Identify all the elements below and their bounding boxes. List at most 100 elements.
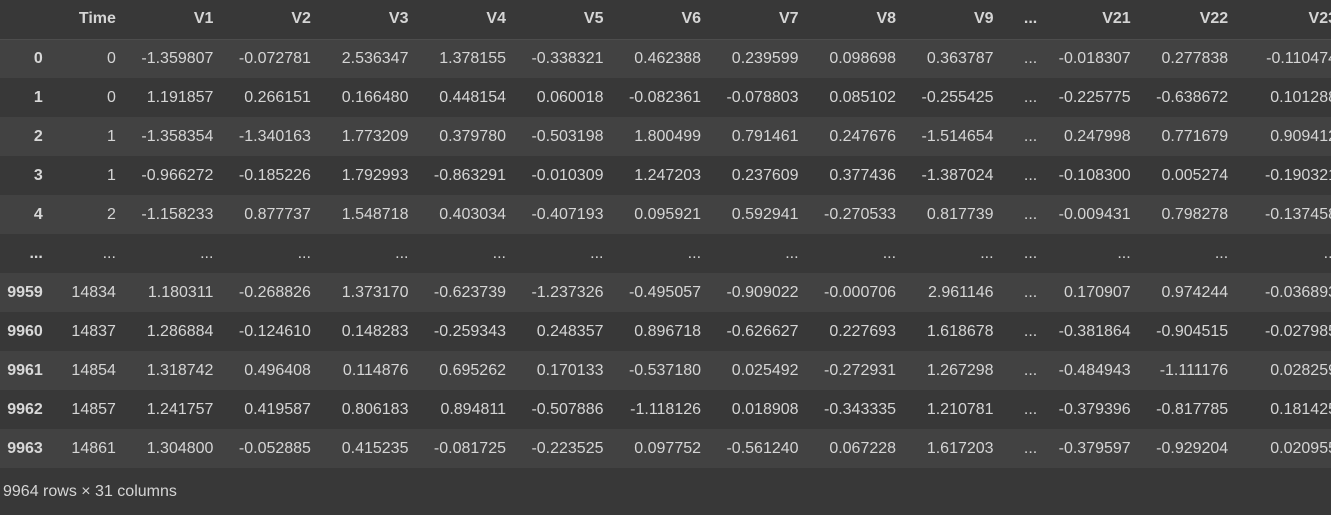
table-row: 9961 14854 1.318742 0.496408 0.114876 0.69526…	[0, 351, 1331, 390]
table-cell: 0.085102	[829, 88, 897, 106]
table-cell: 0.181425	[1270, 400, 1331, 418]
table-cell: -0.966272	[141, 166, 214, 184]
table-cell: -0.270533	[823, 205, 897, 223]
table-cell: -0.081725	[433, 439, 506, 457]
table-cell: -0.027985	[1264, 322, 1331, 340]
table-cell: 1.247203	[634, 166, 702, 184]
table-cell: 1.548718	[341, 205, 409, 223]
table-cell: ...	[395, 244, 409, 262]
table-cell: 0.448154	[439, 88, 506, 106]
table-cell: -0.009431	[1058, 205, 1131, 223]
table-row: 9963 14861 1.304800 -0.052885 0.415235 -0.081…	[0, 429, 1331, 468]
table-cell: -0.343335	[823, 400, 897, 418]
table-row: 0 0 -1.359807 -0.072781 2.536347 1.378155 -0.3…	[0, 39, 1331, 78]
table-cell: -0.626627	[726, 322, 799, 340]
column-header-v5: V5	[513, 0, 612, 40]
table-cell: 1.191857	[146, 88, 214, 106]
table-cell: ...	[1023, 244, 1038, 262]
table-cell: -0.259343	[433, 322, 506, 340]
table-cell: ...	[1323, 244, 1331, 262]
table-cell: 0.974244	[1161, 283, 1229, 301]
table-cell: -0.863291	[433, 166, 506, 184]
table-cell: 0.415235	[341, 439, 409, 457]
table-cell: -0.052885	[238, 439, 311, 457]
table-cell: 0.496408	[244, 361, 311, 379]
table-cell: -0.185226	[238, 166, 311, 184]
table-cell: ...	[1117, 244, 1131, 262]
table-cell: ...	[785, 244, 799, 262]
table-cell: 0.403034	[439, 205, 506, 223]
table-cell: ...	[297, 244, 311, 262]
table-cell: 0.266151	[244, 88, 311, 106]
table-cell: 1	[107, 127, 116, 145]
table-cell: ...	[980, 244, 994, 262]
column-header-v9: V9	[904, 0, 1002, 40]
table-cell: 0	[107, 88, 116, 106]
table-cell: -0.018307	[1058, 49, 1131, 67]
column-header-v7: V7	[709, 0, 807, 40]
table-row: 9962 14857 1.241757 0.419587 0.806183 0.89481…	[0, 390, 1331, 429]
table-cell: 0.419587	[244, 400, 311, 418]
row-index: 9961	[7, 361, 43, 379]
table-cell: 0.166480	[341, 88, 409, 106]
table-row: 9960 14837 1.286884 -0.124610 0.148283 -0.259…	[0, 312, 1331, 351]
column-header-v2: V2	[221, 0, 319, 40]
table-cell: -0.817785	[1156, 400, 1229, 418]
table-cell: ...	[687, 244, 702, 262]
table-cell: -0.000706	[823, 283, 897, 301]
table-cell: -0.503198	[531, 127, 604, 145]
table-cell: 0.695262	[439, 361, 506, 379]
table-cell: -0.407193	[531, 205, 604, 223]
row-index: ...	[29, 244, 43, 262]
table-cell: 1.318742	[146, 361, 214, 379]
table-cell: -0.379396	[1058, 400, 1131, 418]
table-cell: -0.623739	[433, 283, 506, 301]
table-row: 9959 14834 1.180311 -0.268826 1.373170 -0.623…	[0, 273, 1331, 312]
table-cell: 0.791461	[731, 127, 799, 145]
table-cell: -1.358354	[141, 127, 214, 145]
table-row: 3 1 -0.966272 -0.185226 1.792993 -0.863291 -0.…	[0, 156, 1331, 195]
table-cell: ...	[1023, 361, 1038, 379]
table-cell: -0.036893	[1264, 283, 1331, 301]
table-cell: 1.241757	[146, 400, 214, 418]
table-cell: -0.190321	[1264, 166, 1331, 184]
table-cell: -0.268826	[238, 283, 311, 301]
table-cell: -0.638672	[1156, 88, 1229, 106]
table-cell: 0.592941	[731, 205, 799, 223]
table-cell: 0.248357	[536, 322, 604, 340]
table-cell: -0.929204	[1156, 439, 1229, 457]
table-cell: 0.894811	[440, 400, 506, 418]
table-cell: -1.237326	[531, 283, 604, 301]
table-cell: 2.961146	[928, 283, 994, 301]
row-index: 9963	[7, 439, 43, 457]
column-header-ellipsis: ...	[1001, 0, 1046, 40]
row-index: 1	[33, 88, 43, 106]
table-cell: -1.359807	[141, 49, 214, 67]
table-cell: -0.537180	[628, 361, 702, 379]
table-cell: ...	[590, 244, 604, 262]
table-cell: 0.020955	[1270, 439, 1331, 457]
table-cell: -0.381864	[1058, 322, 1131, 340]
table-cell: -0.561240	[726, 439, 799, 457]
table-cell: ...	[1023, 322, 1038, 340]
column-header-v3: V3	[318, 0, 417, 40]
table-row: 4 2 -1.158233 0.877737 1.548718 0.403034 -0.40…	[0, 195, 1331, 234]
table-cell: ...	[1023, 400, 1038, 418]
table-cell: -1.387024	[921, 166, 994, 184]
table-cell: -0.272931	[823, 361, 897, 379]
table-cell: ...	[1023, 439, 1038, 457]
table-cell: 0.170133	[536, 361, 604, 379]
table-cell: 0.227693	[829, 322, 897, 340]
column-header-v22: V22	[1138, 0, 1237, 40]
table-cell: ...	[1023, 127, 1038, 145]
row-index: 9962	[7, 400, 43, 418]
table-cell: ...	[492, 244, 506, 262]
table-cell: 14861	[71, 439, 116, 457]
table-cell: 0.018908	[731, 400, 799, 418]
table-cell: -0.338321	[531, 49, 604, 67]
row-index: 4	[33, 205, 43, 223]
table-cell: 0.101288	[1270, 88, 1331, 106]
row-index: 0	[33, 49, 43, 67]
table-cell: 0	[107, 49, 116, 67]
